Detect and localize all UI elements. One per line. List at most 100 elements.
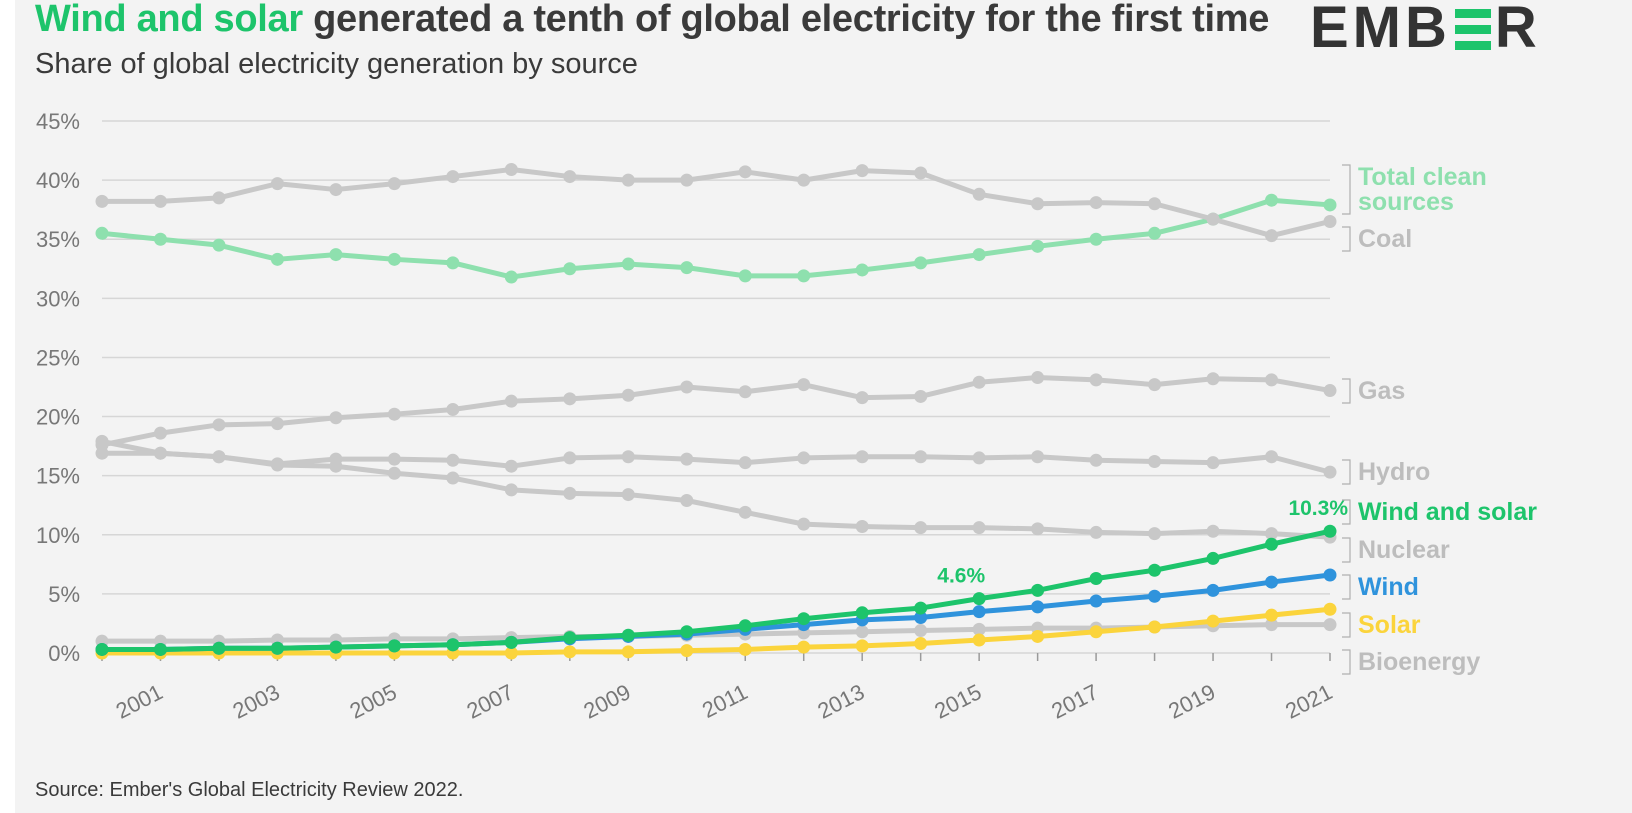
data-point [1031, 629, 1045, 643]
data-point [1031, 522, 1045, 536]
data-point [914, 256, 928, 270]
data-point [797, 640, 811, 654]
data-point [329, 183, 343, 197]
data-point [446, 471, 460, 485]
data-point [855, 263, 869, 277]
data-point [1206, 614, 1220, 628]
data-point [972, 375, 986, 389]
data-point [1148, 226, 1162, 240]
series-hydro [95, 446, 1337, 479]
data-point [387, 407, 401, 421]
chart-title: Wind and solar generated a tenth of glob… [35, 0, 1269, 41]
data-point [1031, 600, 1045, 614]
label-bracket [1342, 164, 1351, 215]
data-point [387, 177, 401, 191]
logo-e-mark-icon [1454, 5, 1491, 50]
line-chart: 0% 5% 10% 15% 20% 25% 30% 35% 40% 45% 2001 2003 2005… [36, 109, 1537, 724]
data-point [680, 452, 694, 466]
label-bracket [1342, 574, 1351, 600]
data-point [212, 418, 226, 432]
data-point [504, 394, 518, 408]
series-line [99, 375, 1333, 448]
x-tick-label: 2001 [112, 679, 167, 723]
data-point [972, 592, 986, 606]
data-point [680, 493, 694, 507]
data-point [621, 488, 635, 502]
source-note: Source: Ember's Global Electricity Revie… [35, 779, 464, 801]
x-axis: 2001 2003 2005 2007 2009 2011 2013 2015 2017 2019… [101, 653, 1336, 724]
data-point [1089, 525, 1103, 539]
data-point [1148, 197, 1162, 211]
data-point [1031, 583, 1045, 597]
series-coal [95, 162, 1337, 243]
data-point [329, 248, 343, 262]
data-point [95, 194, 109, 208]
data-point [563, 451, 577, 465]
data-point [855, 391, 869, 405]
data-point [387, 452, 401, 466]
y-tick-label: 25% [36, 345, 80, 370]
series-label: sources [1358, 188, 1454, 216]
data-point [387, 466, 401, 480]
data-point [446, 453, 460, 467]
data-point [446, 638, 460, 652]
data-point [855, 639, 869, 653]
data-point [738, 385, 752, 399]
data-point [1206, 551, 1220, 565]
data-point [621, 450, 635, 464]
data-point [153, 642, 167, 656]
data-point [1148, 620, 1162, 634]
label-bracket [1342, 499, 1351, 525]
data-point [1089, 625, 1103, 639]
series-label: Nuclear [1358, 536, 1450, 564]
y-tick-label: 40% [36, 168, 80, 193]
data-point [738, 619, 752, 633]
data-point [855, 520, 869, 534]
data-point [1089, 594, 1103, 608]
x-tick-label: 2019 [1164, 679, 1219, 723]
data-point [563, 486, 577, 500]
data-point [972, 633, 986, 647]
series-line [99, 606, 1333, 656]
data-point [621, 257, 635, 271]
label-bracket [1342, 378, 1351, 404]
data-point [738, 642, 752, 656]
chart-subtitle: Share of global electricity generation b… [35, 48, 638, 80]
data-point [153, 426, 167, 440]
data-point [1323, 602, 1337, 616]
x-tick-label: 2009 [580, 679, 635, 723]
data-point [270, 641, 284, 655]
data-point [1265, 373, 1279, 387]
series-gas [95, 371, 1337, 452]
data-point [1031, 371, 1045, 385]
data-point [738, 505, 752, 519]
data-point [95, 642, 109, 656]
annotation-label: 10.3% [1288, 497, 1348, 520]
data-point [212, 450, 226, 464]
ember-logo: EMB R [1310, 0, 1600, 60]
data-point [972, 622, 986, 636]
data-point [1031, 450, 1045, 464]
data-point [1031, 197, 1045, 211]
data-point [914, 521, 928, 535]
data-point [1323, 198, 1337, 212]
y-tick-label: 20% [36, 405, 80, 430]
y-tick-label: 35% [36, 227, 80, 252]
data-point [797, 451, 811, 465]
x-tick-label: 2007 [463, 679, 518, 723]
data-point [504, 483, 518, 497]
data-point [1206, 372, 1220, 386]
data-point [153, 194, 167, 208]
series-line [99, 166, 1333, 239]
data-point [855, 164, 869, 178]
data-point [95, 434, 109, 448]
data-point [1206, 212, 1220, 226]
series-line [99, 528, 1333, 652]
title-highlight: Wind and solar [35, 0, 303, 40]
data-point [1265, 527, 1279, 541]
data-point [1089, 232, 1103, 246]
data-point [621, 173, 635, 187]
data-point [1206, 583, 1220, 597]
title-rest: generated a tenth of global electricity … [302, 0, 1270, 40]
data-point [1148, 378, 1162, 392]
